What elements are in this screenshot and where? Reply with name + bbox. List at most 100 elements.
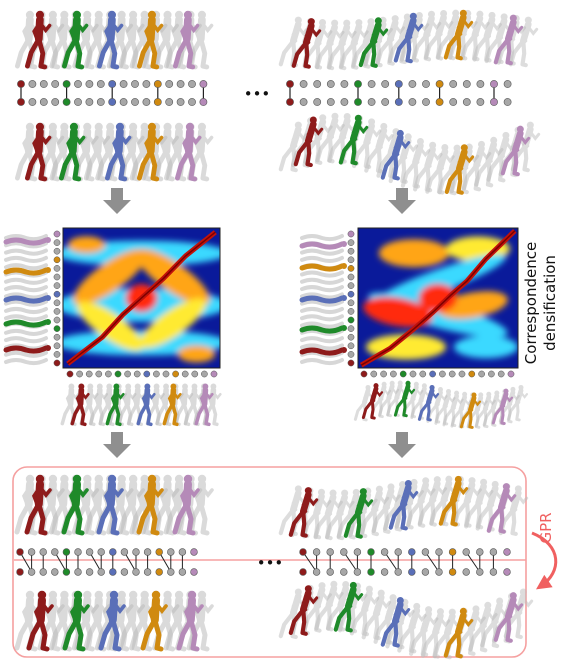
key-figure: [172, 10, 200, 70]
arm-front: [172, 390, 182, 400]
arm-front: [461, 18, 474, 30]
ghost-figure: [300, 292, 344, 300]
key-dot: [53, 290, 61, 298]
leg-back: [500, 147, 518, 176]
walk-sequence-top-left: [14, 10, 214, 70]
key-dot: [435, 80, 444, 88]
leg-front: [455, 630, 463, 659]
leg-front: [188, 617, 200, 652]
dot: [85, 98, 94, 106]
key-figure: [24, 474, 52, 536]
leg-back: [14, 36, 32, 69]
key-figure: [61, 474, 89, 536]
link-line: [343, 551, 358, 573]
key-dot: [347, 230, 355, 238]
leg-back: [83, 148, 101, 181]
arm-back: [456, 616, 465, 634]
key-figure-head: [341, 347, 347, 353]
leg-back: [373, 616, 391, 644]
arm-back: [349, 497, 358, 515]
key-figure: [194, 383, 214, 427]
key-figure: [486, 483, 517, 534]
leg-back: [411, 33, 429, 61]
arm-back: [103, 485, 114, 506]
dot: [381, 98, 390, 106]
link-line: [158, 551, 172, 573]
leg-front: [520, 38, 528, 68]
key-figure: [288, 487, 319, 538]
dot: [39, 568, 47, 576]
ghost-figure: [300, 350, 344, 358]
arm-front: [356, 123, 369, 135]
arm-front: [356, 591, 368, 602]
key-figure: [174, 122, 202, 182]
arm-back: [68, 485, 79, 506]
key-dot: [16, 568, 24, 576]
dot: [435, 568, 443, 576]
key-figure-head: [45, 237, 51, 243]
key-figure: [140, 590, 168, 652]
arm-back: [449, 18, 458, 36]
similarity-heatmap-left: [62, 227, 221, 369]
leg-back: [129, 501, 146, 535]
leg-back: [155, 402, 167, 426]
key-dot: [172, 370, 179, 378]
leg-back: [443, 32, 461, 60]
leg-front: [184, 36, 196, 70]
leg-front: [500, 404, 506, 425]
key-figure: [361, 383, 384, 420]
key-figure: [444, 144, 475, 195]
key-dot: [408, 568, 416, 576]
key-figure-head: [341, 241, 347, 247]
key-figure: [3, 295, 49, 304]
dot: [131, 98, 139, 106]
arm-back: [469, 398, 476, 412]
leg-back: [293, 138, 311, 167]
key-figure: [104, 122, 132, 182]
dot: [97, 568, 105, 576]
ghost-figure: [4, 241, 48, 249]
arm-back: [65, 390, 73, 406]
key-dot: [429, 370, 436, 378]
arm-back: [56, 20, 67, 41]
leg-back: [394, 501, 412, 529]
leg-back: [436, 31, 453, 60]
heat-blob: [363, 296, 433, 328]
leg-back: [460, 32, 477, 61]
dot: [191, 370, 199, 378]
dot: [28, 98, 37, 106]
key-dot: [408, 548, 416, 556]
key-dot: [347, 290, 355, 298]
correspondence-path-core: [360, 230, 516, 366]
leg-back: [118, 36, 135, 69]
leg-back: [136, 148, 154, 181]
arm-back: [125, 601, 135, 622]
key-figure: [3, 237, 49, 246]
key-figure: [380, 596, 411, 648]
key-dot: [16, 548, 24, 556]
dot: [326, 548, 334, 556]
dot: [74, 568, 82, 576]
leg-back: [194, 402, 207, 426]
arm-back: [79, 132, 90, 153]
key-dot: [143, 370, 151, 378]
leg-back: [410, 399, 423, 420]
vertical-sequence-left: [3, 234, 51, 366]
key-dot: [62, 98, 71, 106]
key-dot: [367, 548, 375, 556]
leg-front: [522, 143, 530, 173]
dot: [39, 548, 47, 556]
leg-back: [361, 611, 379, 640]
dot: [421, 568, 430, 576]
arm-back: [473, 19, 482, 37]
leg-back: [105, 402, 118, 426]
leg-back: [353, 401, 366, 421]
walk-sequence-below-heatmap-left: [60, 383, 222, 427]
arm-back: [395, 489, 404, 507]
dot: [53, 282, 61, 289]
arm-back: [103, 390, 111, 406]
leg-back: [474, 407, 487, 428]
arm-back: [364, 127, 374, 145]
leg-back: [98, 617, 116, 651]
leg-back: [162, 402, 175, 426]
